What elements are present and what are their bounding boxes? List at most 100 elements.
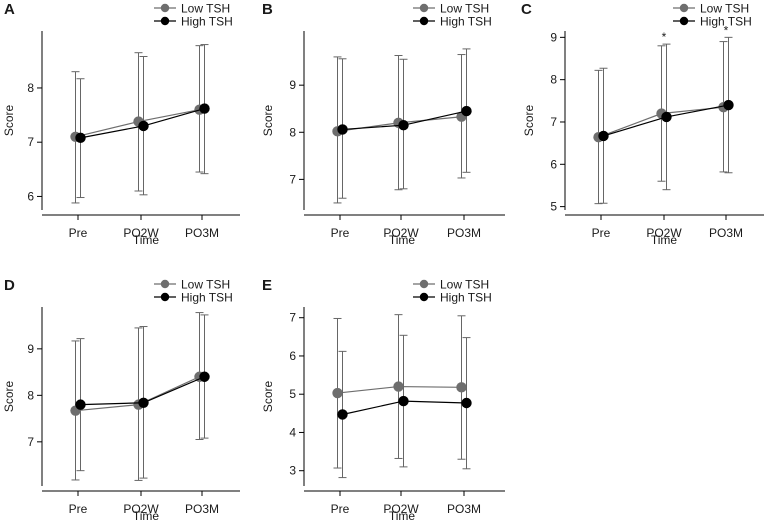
series-high-tsh — [75, 314, 210, 479]
legend-marker — [419, 3, 429, 13]
series-low-tsh — [332, 314, 467, 469]
series-low-tsh — [70, 312, 205, 481]
panel-letter: A — [4, 1, 15, 18]
x-axis-title: Time — [389, 233, 416, 247]
data-point — [598, 130, 609, 142]
x-axis-title: Time — [133, 233, 160, 247]
y-tick-label: 8 — [27, 388, 34, 402]
legend-label: High TSH — [440, 291, 492, 305]
x-axis-title: Time — [133, 509, 160, 523]
y-axis-title: Score — [261, 381, 275, 413]
y-tick-label: 8 — [289, 125, 296, 139]
y-tick-label: 9 — [27, 342, 34, 356]
legend-label: Low TSH — [181, 2, 230, 16]
data-point — [723, 99, 734, 111]
data-point — [332, 387, 343, 399]
y-tick-label: 6 — [289, 349, 296, 363]
legend-label: Low TSH — [181, 278, 230, 292]
x-tick-label: Pre — [592, 226, 611, 240]
y-tick-label: 6 — [27, 189, 34, 203]
legend-marker — [419, 279, 429, 289]
x-tick-label: PO2W — [123, 502, 159, 516]
x-tick-label: Pre — [331, 502, 350, 516]
legend-label: Low TSH — [440, 278, 489, 292]
x-tick-label: Pre — [69, 502, 88, 516]
data-point — [138, 120, 149, 132]
data-point — [461, 105, 472, 117]
data-point — [398, 120, 409, 131]
y-axis-title: Score — [522, 105, 536, 137]
y-tick-label: 8 — [27, 81, 34, 95]
series-high-tsh — [337, 48, 472, 199]
data-point — [337, 409, 348, 420]
x-axis-title: Time — [651, 233, 678, 247]
y-tick-label: 7 — [289, 311, 296, 325]
x-tick-label: PO3M — [447, 502, 481, 516]
series-high-tsh — [75, 44, 210, 199]
data-point — [337, 124, 348, 135]
legend-label: High TSH — [700, 15, 752, 29]
data-point — [661, 111, 672, 123]
legend-marker — [419, 292, 429, 302]
x-tick-label: PO3M — [185, 502, 219, 516]
legend-label: High TSH — [181, 291, 233, 305]
y-tick-label: 7 — [27, 135, 34, 149]
y-axis-title: Score — [2, 381, 16, 413]
significance-marker: * — [724, 23, 729, 37]
data-point — [199, 371, 210, 382]
y-tick-label: 5 — [550, 200, 557, 214]
y-tick-label: 9 — [550, 30, 557, 44]
y-tick-label: 5 — [289, 387, 296, 401]
series-high-tsh — [598, 36, 734, 204]
data-point — [398, 395, 409, 407]
legend-marker — [160, 279, 170, 289]
data-point — [456, 382, 467, 393]
data-point — [75, 132, 86, 144]
legend-marker — [679, 3, 689, 13]
x-tick-label: PO2W — [123, 226, 159, 240]
y-tick-label: 7 — [550, 115, 557, 129]
y-tick-label: 4 — [289, 425, 296, 439]
x-tick-label: PO2W — [383, 226, 419, 240]
y-tick-label: 3 — [289, 464, 296, 478]
x-tick-label: Pre — [331, 226, 350, 240]
y-tick-label: 6 — [550, 157, 557, 171]
data-point — [393, 381, 404, 392]
x-tick-label: PO3M — [709, 226, 743, 240]
data-point — [461, 397, 472, 409]
data-point — [199, 103, 210, 114]
data-point — [138, 397, 149, 408]
panel-letter: C — [521, 1, 532, 18]
x-tick-label: PO2W — [646, 226, 682, 240]
legend-marker — [160, 16, 170, 26]
series-high-tsh — [337, 334, 472, 479]
x-axis-title: Time — [389, 509, 416, 523]
legend-label: Low TSH — [700, 2, 749, 16]
legend-marker — [160, 3, 170, 13]
series-low-tsh — [593, 41, 729, 205]
legend-label: High TSH — [181, 15, 233, 29]
panel-letter: D — [4, 277, 15, 294]
x-tick-label: Pre — [69, 226, 88, 240]
x-tick-label: PO2W — [383, 502, 419, 516]
legend-marker — [419, 16, 429, 26]
y-axis-title: Score — [2, 105, 16, 137]
panel-letter: E — [262, 277, 272, 294]
y-tick-label: 7 — [27, 435, 34, 449]
legend-label: High TSH — [440, 15, 492, 29]
y-tick-label: 7 — [289, 172, 296, 186]
x-tick-label: PO3M — [447, 226, 481, 240]
panel-letter: B — [262, 1, 273, 18]
legend-marker — [679, 16, 689, 26]
